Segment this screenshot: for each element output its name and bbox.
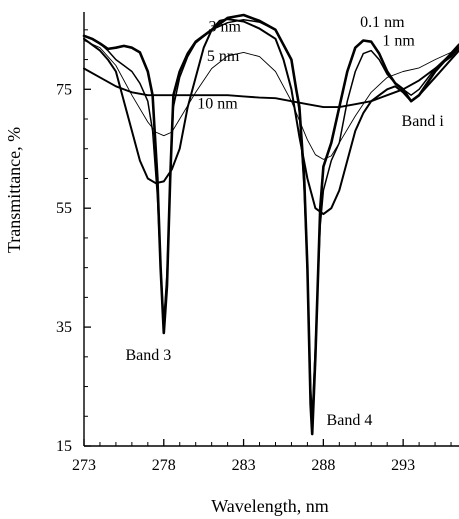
- annotation-band-3: Band 3: [125, 347, 171, 364]
- y-tick-label: 15: [56, 438, 72, 455]
- curves-layer: [82, 13, 459, 436]
- y-tick-label: 75: [56, 81, 72, 98]
- series-line-0-1-nm: [82, 13, 459, 436]
- annotation-5-nm: 5 nm: [207, 48, 240, 65]
- x-tick-label: 273: [72, 457, 96, 474]
- x-tick-label: 293: [391, 457, 415, 474]
- y-tick-label: 35: [56, 319, 72, 336]
- x-tick-label: 288: [311, 457, 335, 474]
- axes-layer: [83, 12, 459, 447]
- y-axis-title: Transmittance, %: [4, 127, 24, 253]
- x-tick-label: 278: [152, 457, 176, 474]
- annotation-0-1-nm: 0.1 nm: [360, 14, 405, 31]
- annotation-band-4: Band 4: [327, 412, 373, 429]
- series-line-5-nm: [83, 40, 459, 160]
- annotation-10-nm: 10 nm: [197, 95, 238, 112]
- y-tick-label: 55: [56, 200, 72, 217]
- annotation-band-i: Band i: [402, 113, 445, 130]
- annotation-3-nm: 3 nm: [208, 19, 241, 36]
- ticks-layer: 273 278 283 288 293 15 35 55 75: [56, 29, 452, 474]
- x-tick-label: 283: [232, 457, 256, 474]
- series-line-10-nm: [83, 46, 459, 109]
- x-axis-title: Wavelength, nm: [211, 496, 329, 516]
- series-line-1-nm: [83, 18, 459, 418]
- annotation-1-nm: 1 nm: [382, 32, 415, 49]
- annotations-layer: 0.1 nm1 nm 3 nm 5 nm 10 nm Band 3 Band 4 Band …: [125, 14, 444, 429]
- series-line-3-nm: [83, 18, 459, 216]
